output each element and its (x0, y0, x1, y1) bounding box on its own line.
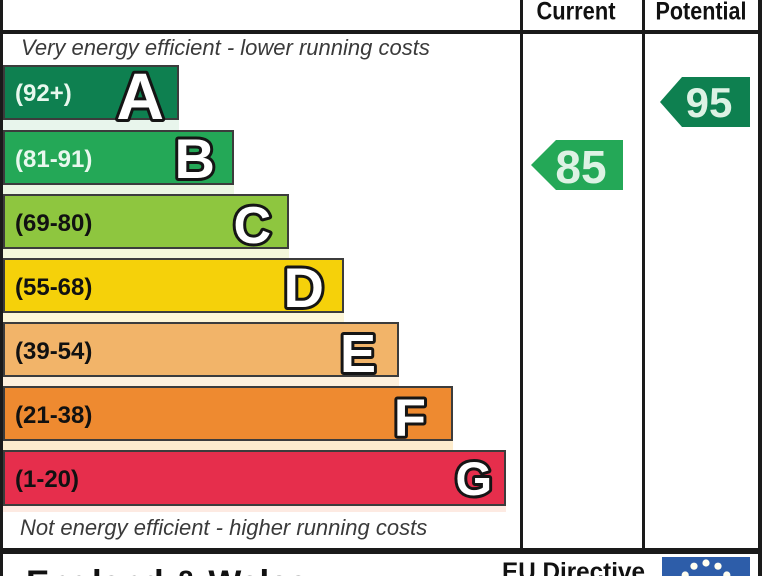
svg-text:85: 85 (555, 141, 606, 193)
svg-text:Current: Current (537, 0, 617, 26)
svg-text:95: 95 (686, 79, 733, 126)
svg-text:A: A (116, 59, 164, 133)
svg-text:F: F (394, 389, 426, 448)
svg-text:EU Directive: EU Directive (502, 558, 645, 576)
svg-text:(69-80): (69-80) (15, 210, 92, 237)
svg-text:Very energy efficient - lower: Very energy efficient - lower running co… (21, 35, 430, 60)
svg-text:(92+): (92+) (15, 80, 72, 107)
svg-text:(55-68): (55-68) (15, 274, 92, 301)
svg-text:B: B (175, 127, 215, 190)
svg-text:D: D (284, 256, 324, 319)
svg-text:(21-38): (21-38) (15, 402, 92, 429)
svg-text:Not energy efficient - higher: Not energy efficient - higher running co… (20, 515, 427, 540)
svg-text:Potential: Potential (656, 0, 747, 26)
svg-text:England & Wales: England & Wales (26, 564, 308, 576)
svg-text:E: E (340, 324, 376, 384)
svg-text:(81-91): (81-91) (15, 146, 92, 173)
svg-text:G: G (455, 452, 492, 505)
svg-text:C: C (233, 197, 271, 255)
svg-text:(1-20): (1-20) (15, 466, 79, 493)
svg-text:(39-54): (39-54) (15, 338, 92, 365)
